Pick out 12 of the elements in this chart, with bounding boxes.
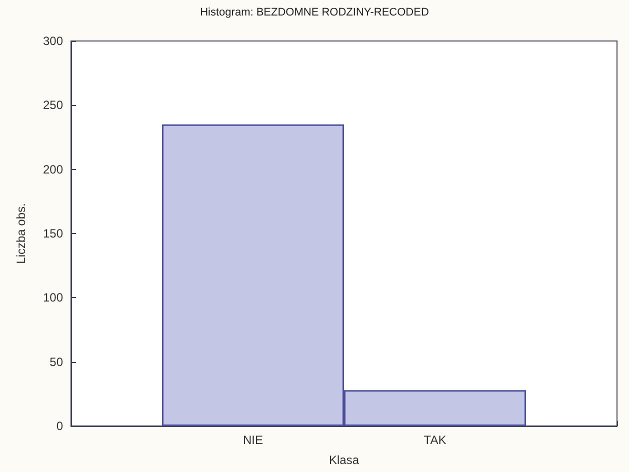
y-tick-label: 50 [50, 354, 64, 369]
x-axis-title: Klasa [328, 453, 360, 467]
y-tick-label: 200 [42, 162, 64, 176]
y-tick-label: 0 [56, 419, 64, 433]
chart-title: Histogram: BEZDOMNE RODZINY-RECODED [200, 6, 429, 18]
y-tick-label: 300 [42, 34, 64, 48]
y-tick-label: 100 [42, 290, 64, 305]
y-tick-label: 150 [42, 226, 64, 240]
x-tick-label: NIE [242, 433, 264, 447]
y-tick-label: 250 [42, 98, 64, 112]
x-tick-label: TAK [424, 433, 446, 447]
y-axis-title: Liczba obs. [14, 203, 28, 264]
